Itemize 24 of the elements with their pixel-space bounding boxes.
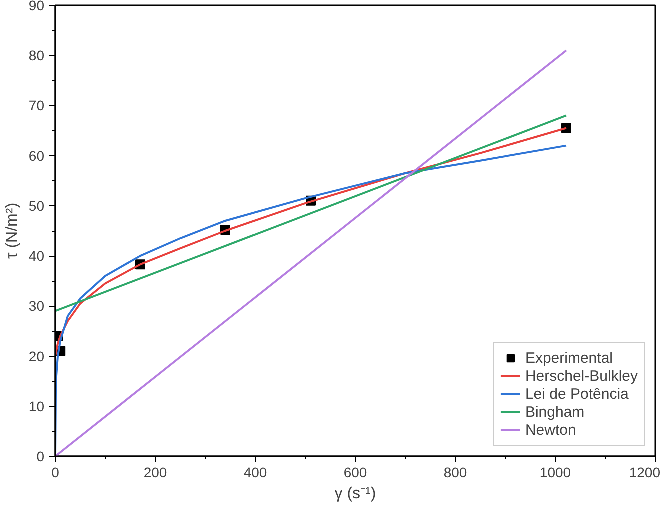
y-tick-label: 70	[28, 98, 45, 114]
y-tick-label: 40	[28, 248, 45, 264]
y-axis-title: τ (N/m²)	[4, 202, 21, 260]
y-tick-label: 60	[28, 148, 45, 164]
y-tick-label: 80	[28, 48, 45, 64]
x-tick-label: 1200	[629, 464, 661, 480]
legend-label: Experimental	[525, 349, 613, 367]
x-tick-label: 0	[52, 464, 60, 480]
y-tick-label: 30	[28, 298, 45, 314]
x-tick-label: 200	[144, 464, 168, 480]
legend-label: Newton	[525, 421, 576, 439]
x-axis-title: γ (s⁻¹)	[334, 486, 376, 502]
legend-label: Herschel-Bulkley	[525, 367, 638, 385]
x-tick-label: 600	[344, 464, 368, 480]
x-tick-label: 400	[244, 464, 268, 480]
legend-label: Lei de Potência	[525, 385, 629, 403]
legend-label: Bingham	[525, 403, 585, 421]
y-tick-label: 90	[28, 0, 45, 14]
x-tick-label: 1000	[540, 464, 572, 480]
y-tick-label: 50	[28, 198, 45, 214]
y-tick-label: 10	[28, 398, 45, 414]
y-tick-label: 20	[28, 348, 45, 364]
x-tick-label: 800	[444, 464, 468, 480]
y-tick-label: 0	[36, 448, 45, 464]
